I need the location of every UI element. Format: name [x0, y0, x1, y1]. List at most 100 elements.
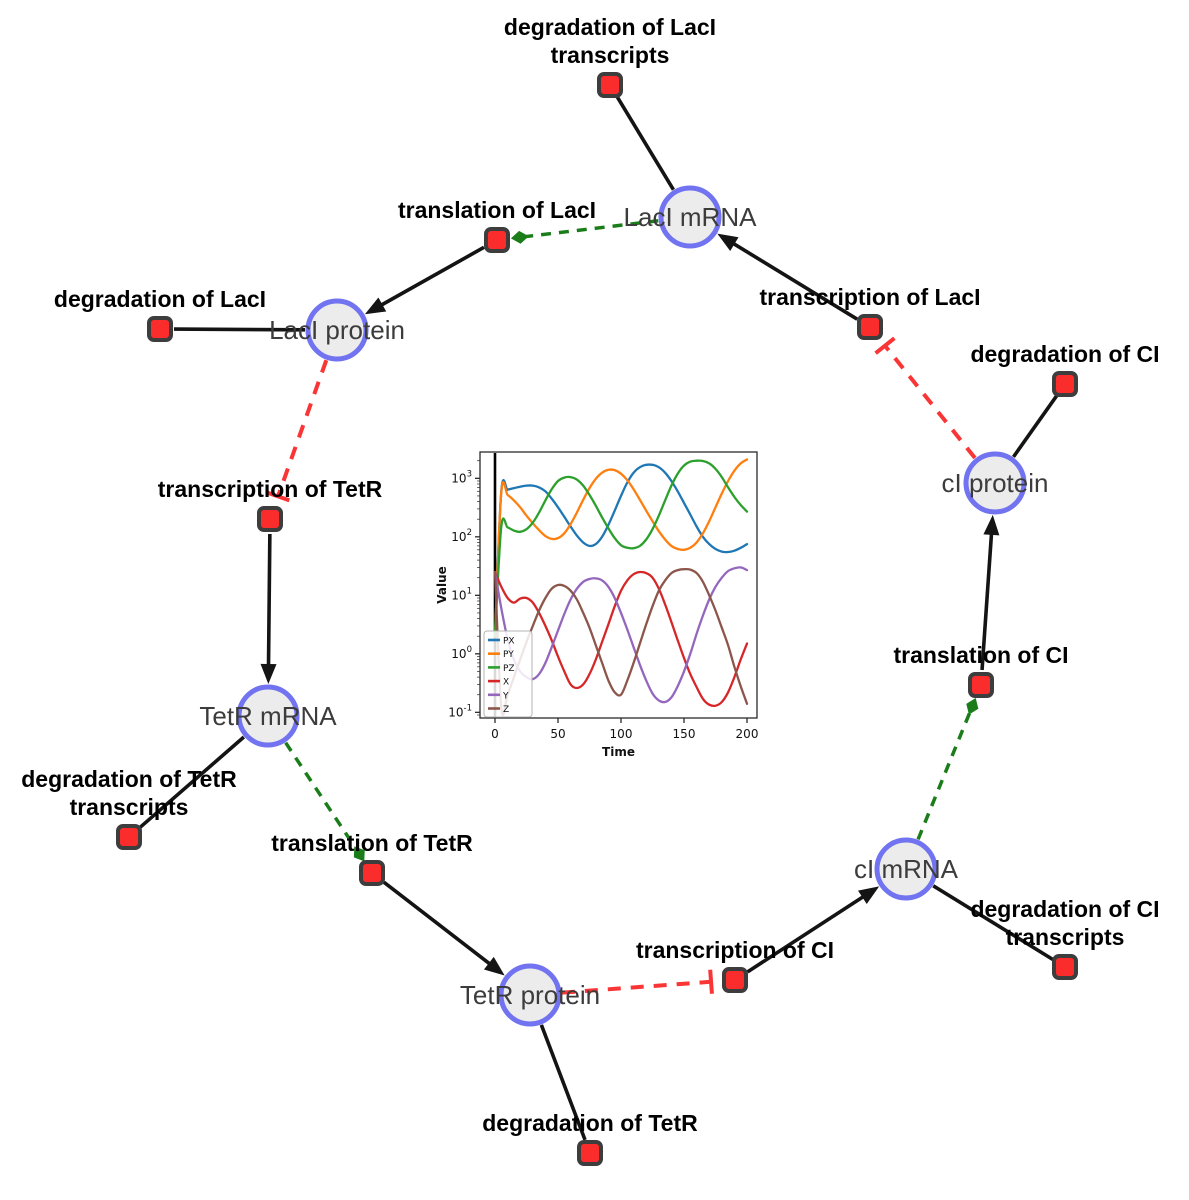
edge-laci-mrna-to-translation-laci-diamond-arrowhead — [510, 230, 529, 244]
edges-layer — [138, 96, 1059, 1141]
reaction-label-degradation-tetr-transcripts: degradation of TetR — [21, 766, 237, 792]
chart-xlabel: Time — [602, 745, 635, 759]
x-tick-label: 0 — [491, 727, 499, 741]
edge-transcription-tetr-to-tetr-mrna — [266, 533, 272, 674]
chart-line-X — [493, 570, 749, 708]
legend-label-X: X — [503, 678, 509, 688]
chart-line-Y — [493, 566, 749, 704]
reaction-label-translation-ci: translation of CI — [893, 642, 1068, 668]
edge-translation-tetr-to-tetr-protein-arrowhead — [483, 956, 505, 976]
reaction-label-degradation-tetr-transcripts: transcripts — [70, 794, 189, 820]
chart-line-PZ — [493, 459, 749, 638]
edge-ci-mrna-to-translation-ci — [916, 708, 973, 841]
edge-ci-mrna-to-degradation-ci-transcripts — [932, 884, 1055, 962]
reaction-node-transcription-laci — [857, 314, 883, 340]
legend-label-PX: PX — [503, 637, 515, 647]
species-node-laci-protein — [305, 298, 369, 362]
reaction-label-degradation-tetr: degradation of TetR — [482, 1110, 698, 1136]
chart-line-PY — [493, 458, 749, 638]
chart-line-Z — [493, 567, 749, 717]
edge-laci-protein-to-transcription-tetr-tbar — [266, 490, 290, 503]
edge-translation-ci-to-ci-protein-arrowhead — [983, 514, 1000, 536]
edge-ci-protein-to-transcription-laci-tbar — [874, 336, 896, 355]
edge-laci-protein-to-degradation-laci — [173, 327, 306, 332]
reaction-node-translation-tetr — [359, 860, 385, 886]
edge-tetr-protein-to-transcription-ci-tbar — [708, 969, 714, 994]
edge-tetr-protein-to-transcription-ci — [561, 979, 712, 995]
labels-layer: degradation of LacItranscriptstranslatio… — [21, 14, 1159, 1136]
reaction-label-transcription-laci: transcription of LacI — [759, 284, 980, 310]
species-label-laci-protein: LacI protein — [269, 315, 405, 345]
species-label-ci-protein: cI protein — [942, 468, 1049, 498]
x-tick-label: 50 — [550, 727, 565, 741]
edge-transcription-ci-to-ci-mrna — [746, 890, 871, 974]
edge-laci-mrna-to-degradation-laci-transcripts — [615, 96, 675, 191]
edge-translation-tetr-to-tetr-protein — [382, 880, 498, 971]
edge-tetr-protein-to-degradation-tetr — [539, 1024, 587, 1141]
legend-label-PY: PY — [503, 650, 514, 660]
edge-laci-mrna-to-translation-laci — [523, 219, 659, 239]
chart-line-PX — [493, 463, 749, 638]
reaction-node-translation-laci — [484, 227, 510, 253]
reaction-label-degradation-laci: degradation of LacI — [54, 286, 266, 312]
edge-ci-protein-to-degradation-ci — [1012, 394, 1059, 458]
chart-series — [493, 458, 749, 717]
edge-translation-laci-to-laci-protein-arrowhead — [364, 297, 387, 315]
reaction-node-transcription-tetr — [257, 506, 283, 532]
reaction-label-translation-laci: translation of LacI — [398, 197, 596, 223]
y-tick-label: 100 — [451, 645, 472, 661]
species-node-tetr-protein — [498, 963, 562, 1027]
reaction-label-degradation-ci: degradation of CI — [970, 341, 1159, 367]
reaction-node-translation-ci — [968, 672, 994, 698]
y-tick-label: 102 — [451, 528, 472, 544]
edge-transcription-laci-to-laci-mrna — [725, 237, 859, 321]
edge-translation-ci-to-ci-protein — [980, 525, 994, 671]
reaction-node-degradation-laci-transcripts — [597, 72, 623, 98]
edge-ci-mrna-to-translation-ci-diamond-arrowhead — [966, 697, 979, 715]
reaction-label-degradation-ci-transcripts: transcripts — [1006, 924, 1125, 950]
reaction-node-degradation-ci — [1052, 371, 1078, 397]
nodes-layer — [116, 72, 1078, 1166]
x-tick-label: 100 — [610, 727, 633, 741]
y-tick-label: 101 — [451, 586, 472, 602]
reaction-label-transcription-tetr: transcription of TetR — [158, 476, 383, 502]
reaction-node-degradation-laci — [147, 316, 173, 342]
edge-tetr-mrna-to-translation-tetr — [284, 741, 359, 852]
reaction-label-degradation-laci-transcripts: degradation of LacI — [504, 14, 716, 40]
reaction-label-degradation-ci-transcripts: degradation of CI — [970, 896, 1159, 922]
species-label-laci-mrna: LacI mRNA — [624, 202, 758, 232]
reaction-node-degradation-tetr — [577, 1140, 603, 1166]
reaction-node-transcription-ci — [722, 967, 748, 993]
chart-legend: PX PY PZ XYZ — [483, 630, 533, 718]
species-node-ci-protein — [963, 451, 1027, 515]
species-label-tetr-mrna: TetR mRNA — [199, 701, 337, 731]
edge-ci-protein-to-transcription-laci — [883, 344, 977, 460]
y-tick-label: 10-1 — [448, 703, 472, 719]
species-label-tetr-protein: TetR protein — [460, 980, 600, 1010]
reaction-label-transcription-ci: transcription of CI — [636, 937, 834, 963]
species-node-tetr-mrna — [236, 684, 300, 748]
x-tick-label: 200 — [736, 727, 759, 741]
edge-transcription-ci-to-ci-mrna-arrowhead — [858, 886, 880, 905]
legend-label-PZ: PZ — [503, 664, 515, 674]
reaction-label-degradation-laci-transcripts: transcripts — [551, 42, 670, 68]
edge-laci-protein-to-transcription-tetr — [276, 359, 329, 498]
legend-label-Y: Y — [502, 691, 509, 701]
edge-transcription-laci-to-laci-mrna-arrowhead — [717, 233, 739, 251]
species-node-ci-mrna — [874, 837, 938, 901]
chart-axes-box — [479, 451, 758, 719]
y-tick-label: 103 — [451, 469, 472, 485]
reaction-label-translation-tetr: translation of TetR — [271, 830, 473, 856]
reaction-node-degradation-tetr-transcripts — [116, 824, 142, 850]
x-tick-label: 150 — [673, 727, 696, 741]
species-node-laci-mrna — [658, 185, 722, 249]
edge-tetr-mrna-to-degradation-tetr-transcripts — [138, 735, 246, 830]
edge-transcription-tetr-to-tetr-mrna-arrowhead — [260, 663, 277, 685]
chart-ylabel: Value — [435, 566, 449, 604]
legend-label-Z: Z — [503, 705, 509, 715]
edge-translation-laci-to-laci-protein — [373, 245, 485, 311]
species-label-ci-mrna: cI mRNA — [854, 854, 959, 884]
